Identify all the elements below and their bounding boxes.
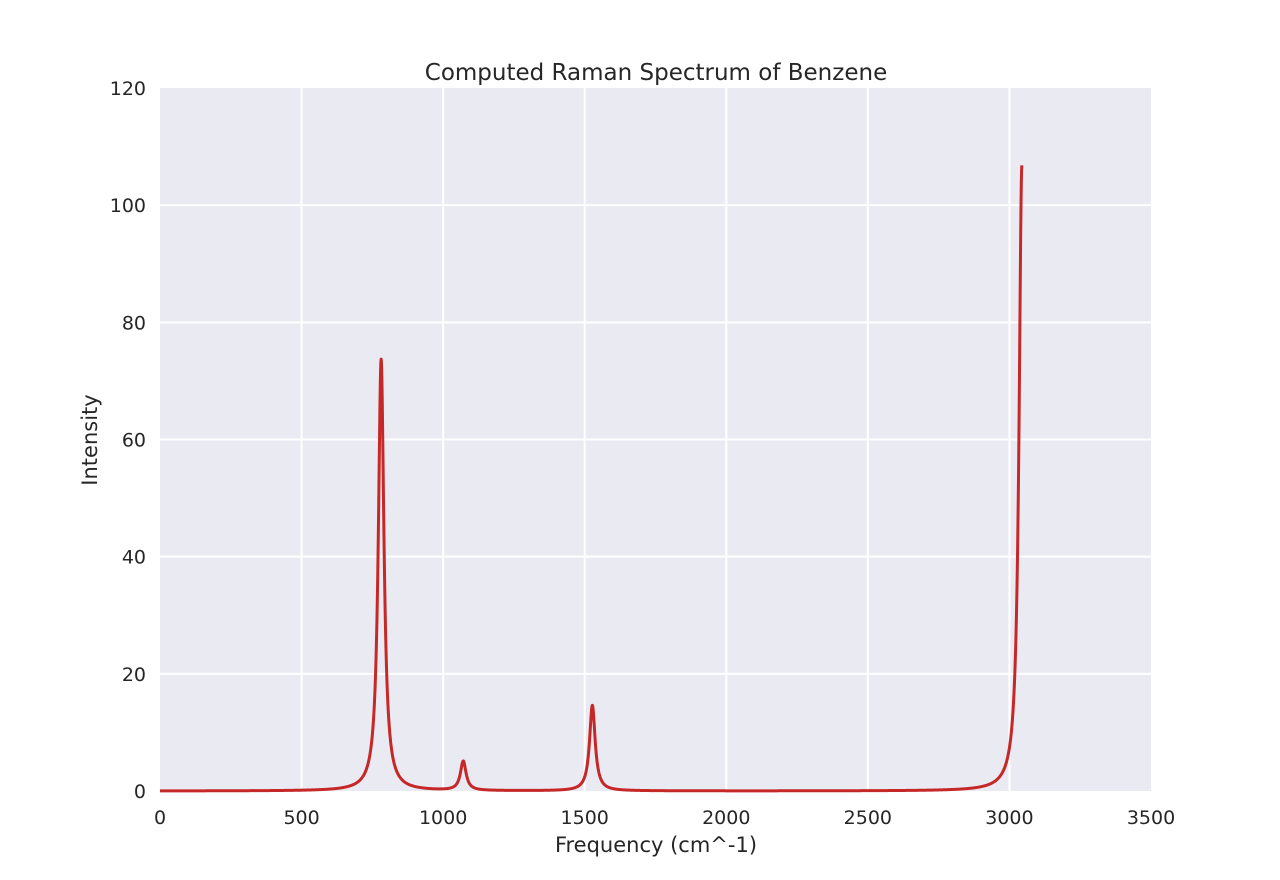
x-tick-label: 1000 bbox=[419, 807, 467, 829]
x-tick-label: 3500 bbox=[1127, 807, 1175, 829]
grid-lines bbox=[160, 88, 1151, 791]
y-tick-label: 40 bbox=[122, 547, 146, 569]
y-tick-label: 20 bbox=[122, 664, 146, 686]
x-tick-label: 2500 bbox=[844, 807, 892, 829]
chart-title: Computed Raman Spectrum of Benzene bbox=[425, 60, 887, 86]
x-axis-label: Frequency (cm^-1) bbox=[555, 833, 757, 857]
y-tick-label: 80 bbox=[122, 312, 146, 334]
y-tick-label: 120 bbox=[110, 78, 146, 100]
x-tick-label: 2000 bbox=[702, 807, 750, 829]
x-tick-label: 500 bbox=[283, 807, 319, 829]
spectrum-line bbox=[158, 165, 1024, 793]
x-tick-label: 1500 bbox=[561, 807, 609, 829]
x-tick-label: 3000 bbox=[985, 807, 1033, 829]
y-tick-label: 0 bbox=[134, 781, 146, 803]
series-layer bbox=[158, 165, 1024, 793]
y-axis-label: Intensity bbox=[78, 394, 102, 485]
x-tick-label: 0 bbox=[154, 807, 166, 829]
y-tick-label: 60 bbox=[122, 430, 146, 452]
x-tick-labels: 0 500 1000 1500 2000 2500 3000 3500 bbox=[154, 807, 1175, 829]
y-tick-label: 100 bbox=[110, 195, 146, 217]
y-tick-labels: 0 20 40 60 80 100 120 bbox=[110, 78, 146, 803]
